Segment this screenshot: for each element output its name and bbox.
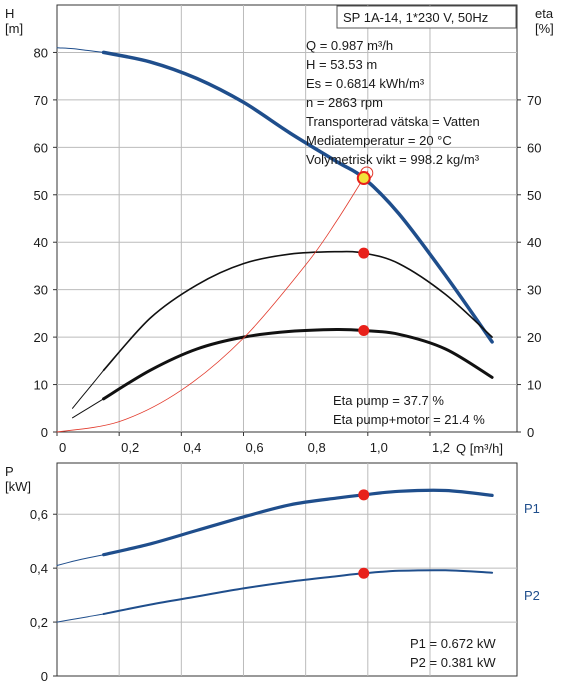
eta-tick-label: 50	[527, 188, 541, 203]
head-plot-frame	[56, 4, 518, 433]
title-box	[336, 5, 517, 29]
x-tick-label: 0,4	[183, 440, 201, 455]
head-tick-label: 70	[34, 93, 48, 108]
head-plot-curves	[56, 47, 494, 433]
eta-total-note: Eta pump+motor = 21.4 %	[333, 412, 485, 427]
power-axis-label-unit: [kW]	[5, 479, 31, 494]
eta-pump-curve	[102, 250, 493, 372]
p1-note: P1 = 0.672 kW	[410, 636, 496, 651]
eta-y-ticks: 0 10 20 30 40 50 60 70	[517, 93, 541, 440]
eta-tick-label: 30	[527, 283, 541, 298]
head-x-ticks: 0 0,2 0,4 0,6 0,8 1,0 1,2	[56, 432, 450, 455]
p2-extension-curve	[56, 613, 105, 623]
legend-p2: P2	[524, 588, 540, 603]
duty-point-marker	[356, 171, 371, 186]
head-extension-curve	[56, 47, 105, 53]
head-tick-label: 40	[34, 235, 48, 250]
eta-axis-unit: [%]	[535, 21, 554, 36]
eta-tick-label: 0	[527, 425, 534, 440]
info-flow: Q = 0.987 m³/h	[306, 38, 393, 53]
eta-tick-label: 60	[527, 140, 541, 155]
p2-marker	[358, 567, 370, 579]
eta-tick-label: 70	[527, 93, 541, 108]
power-plot-frame	[56, 462, 518, 677]
power-tick-label: 0,2	[30, 615, 48, 630]
head-y-ticks: 0 10 20 30 40 50 60 70 80	[34, 45, 57, 440]
system-curve-curve	[56, 170, 369, 433]
info-speed: n = 2863 rpm	[306, 95, 383, 110]
x-tick-label: 0,2	[121, 440, 139, 455]
eta-pump-marker	[358, 247, 370, 259]
x-tick-label: 0,8	[308, 440, 326, 455]
head-tick-label: 50	[34, 188, 48, 203]
head-plot-grid	[57, 5, 517, 432]
power-axis-label-p: P	[5, 464, 14, 479]
power-tick-label: 0,4	[30, 561, 48, 576]
info-temperature: Mediatemperatur = 20 °C	[306, 133, 452, 148]
head-tick-label: 30	[34, 283, 48, 298]
info-head: H = 53.53 m	[306, 57, 377, 72]
power-plot-grid	[57, 463, 517, 676]
head-tick-label: 20	[34, 330, 48, 345]
head-tick-label: 10	[34, 378, 48, 393]
x-tick-label: 0,6	[245, 440, 263, 455]
head-curve	[101, 50, 494, 344]
head-tick-label: 80	[34, 45, 48, 60]
p2-curve	[102, 569, 494, 615]
legend-p1: P1	[524, 501, 540, 516]
head-plot-markers	[356, 166, 374, 336]
eta-pump-note: Eta pump = 37.7 %	[333, 393, 444, 408]
x-tick-label: 1,2	[432, 440, 450, 455]
power-tick-label: 0,6	[30, 507, 48, 522]
p1-extension-curve	[56, 554, 105, 566]
eta-tick-label: 10	[527, 378, 541, 393]
power-plot-markers	[358, 489, 370, 579]
info-density: Volymetrisk vikt = 998.2 kg/m³	[306, 152, 480, 167]
x-axis-label: Q [m³/h]	[456, 441, 503, 456]
x-tick-label: 1,0	[370, 440, 388, 455]
info-liquid: Transporterad vätska = Vatten	[306, 114, 480, 129]
eta-tick-label: 40	[527, 235, 541, 250]
eta-pump-extension-curve	[72, 369, 105, 409]
head-axis-label-h: H	[5, 6, 14, 21]
operating-info: Q = 0.987 m³/h H = 53.53 m Es = 0.6814 k…	[306, 38, 480, 167]
head-tick-label: 0	[41, 425, 48, 440]
eta-total-marker	[358, 324, 370, 336]
head-tick-label: 60	[34, 140, 48, 155]
eta-tick-label: 20	[527, 330, 541, 345]
info-specific-energy: Es = 0.6814 kWh/m³	[306, 76, 425, 91]
p2-note: P2 = 0.381 kW	[410, 655, 496, 670]
p1-curve	[102, 488, 494, 557]
power-tick-label: 0	[41, 669, 48, 684]
eta-total-curve	[102, 327, 494, 401]
head-axis-label-unit: [m]	[5, 21, 23, 36]
x-tick-label: 0	[59, 440, 66, 455]
p1-marker	[358, 489, 370, 501]
power-y-ticks: 0 0,2 0,4 0,6	[30, 507, 57, 684]
eta-total-extension-curve	[72, 398, 105, 419]
eta-axis-label: eta	[535, 6, 554, 21]
power-plot-curves	[56, 488, 494, 623]
chart-title: SP 1A-14, 1*230 V, 50Hz	[343, 10, 488, 25]
